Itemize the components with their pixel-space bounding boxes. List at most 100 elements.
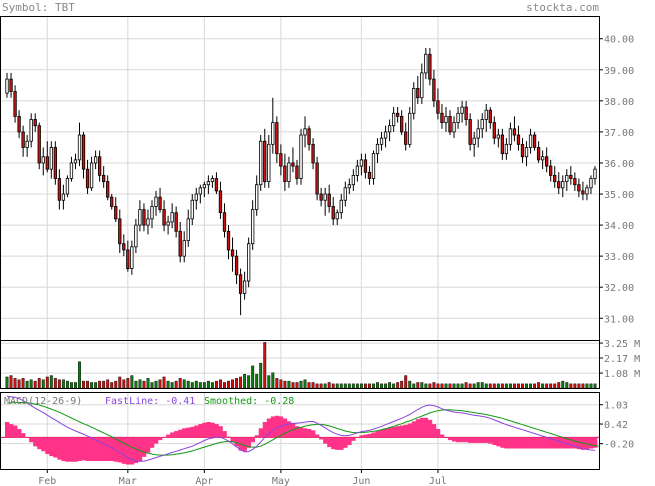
macd-histogram-bar	[186, 427, 191, 438]
volume-bar	[74, 382, 77, 389]
candle-body	[545, 156, 549, 167]
macd-histogram-bar	[29, 437, 34, 443]
price-tick-label: 38.00	[604, 97, 634, 108]
macd-histogram-bar	[5, 422, 10, 438]
macd-histogram-bar	[524, 437, 529, 449]
candle-body	[573, 178, 577, 186]
macd-histogram-bar	[69, 437, 74, 462]
macd-histogram-bar	[274, 415, 280, 438]
candle-body	[464, 106, 468, 120]
volume-bar	[239, 376, 243, 389]
candle-body	[25, 140, 29, 148]
macd-histogram-bar	[33, 437, 38, 447]
volume-bar	[29, 379, 33, 389]
candle-body	[343, 187, 347, 201]
macd-histogram-bar	[415, 419, 421, 438]
macd-histogram-bar	[556, 437, 562, 449]
candle-body	[512, 128, 517, 136]
candle-body	[77, 134, 82, 161]
volume-bar	[432, 382, 436, 389]
volume-bar	[210, 382, 214, 389]
volume-bar	[235, 378, 239, 389]
candle-body	[202, 184, 206, 189]
month-tick-label: Feb	[38, 476, 56, 486]
candle-body	[81, 134, 86, 170]
candle-body	[142, 209, 146, 226]
candle-body	[444, 115, 448, 123]
candle-body	[190, 199, 194, 220]
candle-body	[327, 193, 331, 207]
volume-bar	[49, 375, 53, 389]
candle-body	[226, 230, 231, 251]
volume-bar	[488, 383, 492, 389]
macd-histogram-bar	[206, 422, 211, 438]
price-tick-label: 34.00	[604, 221, 634, 232]
candle-body	[299, 134, 303, 179]
macd-histogram-bar	[230, 437, 235, 442]
macd-histogram-bar	[97, 437, 102, 462]
macd-histogram-bar	[588, 437, 594, 449]
volume-bar	[279, 379, 283, 389]
macd-histogram-bar	[311, 430, 316, 438]
candle-body	[432, 78, 436, 102]
macd-histogram-bar	[532, 437, 537, 449]
macd-histogram-bar	[375, 431, 380, 438]
volume-bar	[251, 365, 255, 389]
macd-histogram-bar	[254, 435, 260, 438]
macd-title: MACD(12-26-9)	[4, 396, 82, 407]
candle-body	[303, 128, 307, 136]
candle-body	[61, 193, 66, 201]
macd-histogram-bar	[174, 431, 179, 438]
macd-histogram-bar	[508, 437, 513, 449]
volume-bar	[565, 382, 569, 389]
candle-body	[379, 137, 384, 145]
candle-body	[154, 196, 158, 207]
volume-bar	[553, 383, 557, 389]
macd-histogram-bar	[476, 437, 481, 443]
macd-histogram-bar	[61, 437, 66, 462]
candle-body	[557, 181, 561, 189]
candle-body	[65, 178, 70, 195]
candle-body	[420, 72, 424, 99]
candle-body	[21, 131, 25, 148]
macd-histogram-bar	[447, 437, 453, 441]
candle-body	[158, 196, 162, 210]
candle-body	[585, 187, 589, 195]
candle-body	[492, 122, 496, 139]
macd-histogram-bar	[452, 437, 457, 442]
volume-bar	[247, 375, 251, 389]
month-tick-label: May	[272, 476, 290, 486]
macd-histogram-bar	[13, 425, 18, 438]
volume-bar	[420, 382, 424, 389]
candle-body	[593, 168, 597, 179]
volume-bar	[484, 383, 488, 389]
volume-bar	[114, 380, 118, 389]
candle-body	[520, 143, 525, 158]
volume-bar	[521, 383, 524, 389]
price-tick-label: 36.00	[604, 159, 634, 170]
macd-histogram-bar	[552, 437, 558, 449]
volume-bar	[86, 380, 90, 389]
candle-body	[287, 162, 291, 183]
volume-bar	[214, 380, 218, 389]
candle-body	[484, 109, 488, 120]
candle-body	[57, 178, 62, 201]
macd-histogram-bar	[427, 419, 433, 438]
price-tick-label: 35.00	[604, 190, 634, 201]
volume-bar	[82, 380, 85, 389]
macd-histogram-bar	[109, 437, 115, 462]
volume-bar	[110, 382, 114, 389]
volume-bar	[589, 383, 593, 389]
macd-histogram-bar	[41, 437, 46, 452]
macd-histogram-bar	[367, 433, 372, 438]
candle-body	[404, 131, 408, 145]
volume-bar	[476, 382, 480, 389]
volume-bar	[33, 380, 37, 389]
volume-bar	[593, 383, 597, 389]
macd-histogram-bar	[250, 437, 255, 443]
volume-bar	[585, 383, 589, 389]
macd-histogram-bar	[568, 437, 574, 449]
macd-histogram-bar	[516, 437, 521, 449]
macd-histogram-bar	[194, 425, 199, 438]
candle-body	[569, 174, 573, 179]
